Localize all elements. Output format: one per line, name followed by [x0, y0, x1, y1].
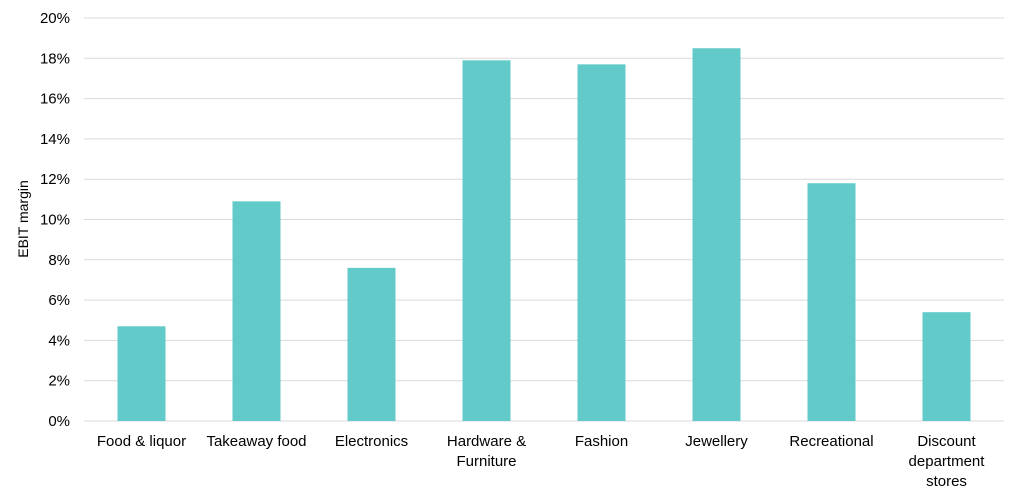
bars: [117, 48, 971, 421]
category-label: Hardware & Furniture: [447, 433, 526, 470]
y-tick-label: 6%: [48, 292, 70, 309]
category-label: Recreational: [789, 433, 873, 450]
y-tick-label: 16%: [40, 91, 70, 108]
category-label: Fashion: [575, 433, 628, 450]
category-label: Jewellery: [685, 433, 748, 450]
bar: [692, 48, 741, 421]
y-tick-label: 12%: [40, 171, 70, 188]
y-tick-label: 2%: [48, 373, 70, 390]
bar: [232, 201, 281, 421]
y-tick-label: 8%: [48, 252, 70, 269]
y-tick-label: 20%: [40, 10, 70, 27]
y-tick-label: 18%: [40, 50, 70, 67]
y-axis-label: EBIT margin: [15, 180, 31, 258]
gridlines: [84, 17, 1004, 422]
bar: [347, 267, 396, 421]
category-label: Takeaway food: [206, 433, 306, 450]
category-label: Electronics: [335, 433, 408, 450]
bar: [117, 326, 166, 421]
bar: [462, 60, 511, 421]
y-tick-label: 4%: [48, 332, 70, 349]
y-tick-label: 14%: [40, 131, 70, 148]
y-tick-label: 0%: [48, 413, 70, 430]
bar: [807, 183, 856, 421]
y-tick-label: 10%: [40, 212, 70, 229]
category-label: Food & liquor: [97, 433, 186, 450]
bar: [577, 64, 626, 421]
bar: [922, 312, 971, 421]
category-label: Discount department stores: [909, 433, 986, 490]
category-labels: Food & liquor Takeaway food Electronics Har…: [97, 433, 985, 490]
y-tick-labels: 0% 2% 4% 6% 8% 10% 12% 14% 16% 18% 20%: [40, 10, 70, 430]
